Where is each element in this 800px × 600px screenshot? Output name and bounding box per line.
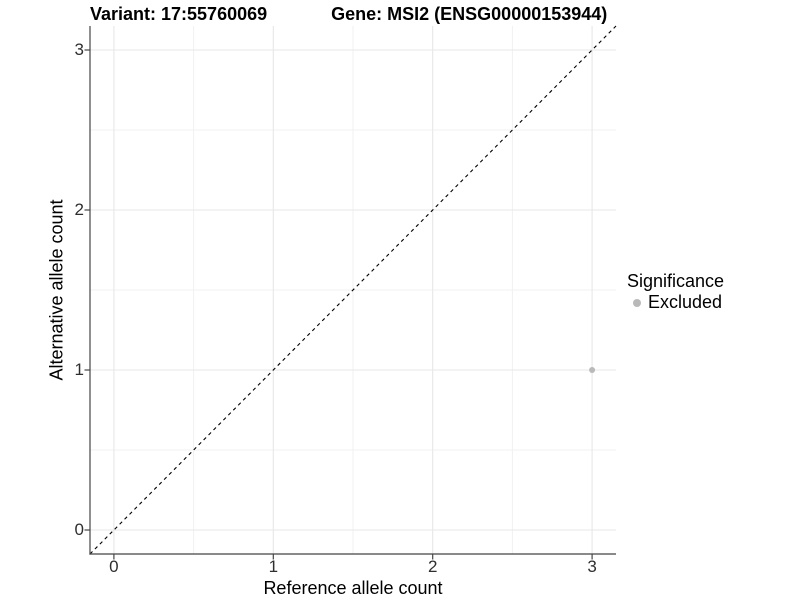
y-tick-label: 0 xyxy=(74,520,84,539)
y-tick-label: 2 xyxy=(74,200,84,219)
data-point xyxy=(589,367,596,373)
x-tick-label: 0 xyxy=(109,557,119,576)
x-tick-label: 2 xyxy=(427,557,438,576)
x-tick-label: 1 xyxy=(268,557,279,576)
legend: Significance Excluded xyxy=(627,271,724,313)
x-axis-title: Reference allele count xyxy=(263,578,443,598)
x-tick-label: 3 xyxy=(587,557,597,576)
identity-dashed-line xyxy=(89,25,617,555)
legend-item-excluded: Excluded xyxy=(627,292,724,313)
plot-title-variant: Variant: 17:55760069 xyxy=(90,4,268,24)
y-tick-label: 1 xyxy=(74,360,84,379)
y-tick-label: 3 xyxy=(74,40,84,59)
plot-title-gene: Gene: MSI2 (ENSG00000153944) xyxy=(331,4,608,24)
legend-title: Significance xyxy=(627,271,725,291)
y-axis-title: Alternative allele count xyxy=(46,199,67,381)
legend-item-label: Excluded xyxy=(648,292,723,312)
plot-title: Variant: 17:55760069 Gene: MSI2 (ENSG000… xyxy=(90,4,607,25)
legend-point-icon xyxy=(633,298,641,307)
